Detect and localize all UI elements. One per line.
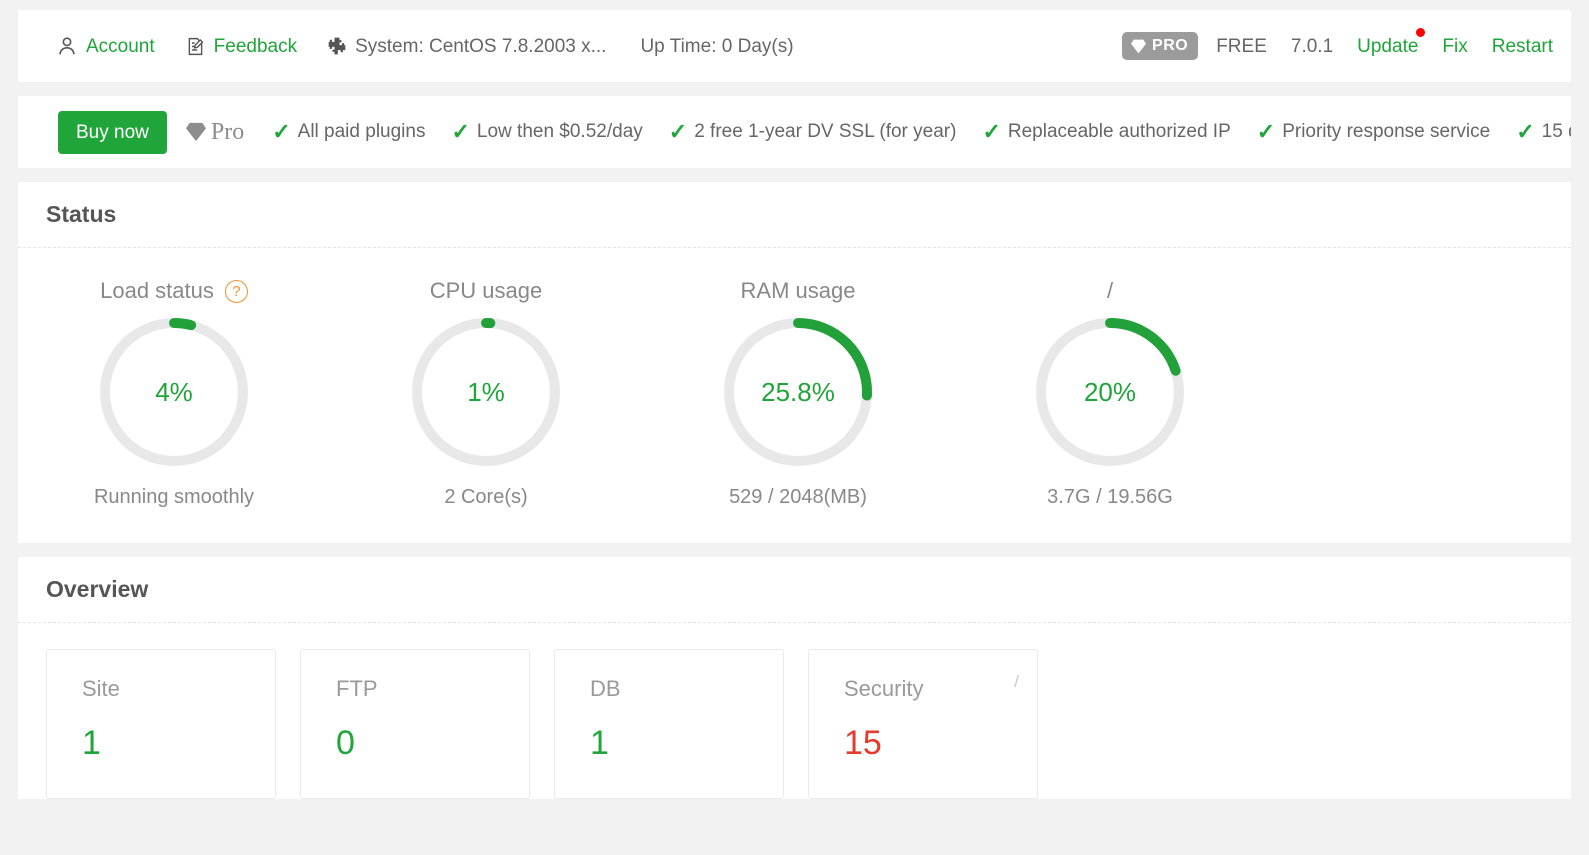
- promo-feature: ✓ All paid plugins: [272, 121, 425, 143]
- promo-feature-label: All paid plugins: [297, 121, 426, 142]
- overview-card-value: 1: [82, 724, 101, 762]
- promo-feature: ✓ 2 free 1-year DV SSL (for year): [669, 121, 957, 143]
- gauge-label-row: Load status ?: [100, 276, 248, 306]
- restart-button[interactable]: Restart: [1492, 37, 1553, 56]
- gauge-ring: 1%: [412, 318, 560, 466]
- overview-card-db[interactable]: DB 1: [554, 649, 784, 799]
- check-icon: ✓: [1516, 119, 1535, 144]
- check-icon: ✓: [982, 119, 1001, 144]
- system-puzzle-icon: [327, 36, 347, 56]
- diamond-outline-icon: [185, 122, 211, 142]
- gauge-load-status: Load status ? 4% Running smoothly: [18, 276, 330, 509]
- overview-section: Overview Site 1 FTP 0 DB 1 Security 15 /: [18, 557, 1571, 799]
- overview-title: Overview: [46, 576, 149, 602]
- promo-feature-label: Low then $0.52/day: [476, 121, 643, 142]
- overview-card-ftp[interactable]: FTP 0: [300, 649, 530, 799]
- gauge-value: 25.8%: [761, 376, 835, 407]
- overview-cards: Site 1 FTP 0 DB 1 Security 15 /: [18, 623, 1571, 799]
- pro-badge[interactable]: PRO: [1122, 32, 1199, 60]
- gauge-value: 20%: [1083, 376, 1137, 407]
- check-icon: ✓: [1256, 119, 1276, 144]
- gauge-subtext: 529 / 2048(MB): [729, 486, 867, 508]
- account-label: Account: [86, 35, 155, 57]
- help-icon[interactable]: /: [1014, 672, 1019, 691]
- promo-feature-label: 2 free 1-year DV SSL (for year): [694, 121, 957, 142]
- gauge-ring: 25.8%: [724, 318, 872, 466]
- status-gauges: Load status ? 4% Running smoothly CPU us…: [18, 248, 1571, 543]
- account-button[interactable]: Account: [56, 35, 155, 57]
- status-section-header: Status: [18, 182, 1571, 248]
- top-bar: Account Feedback Syste: [18, 10, 1571, 82]
- promo-feature: ✓ 15 days n: [1516, 121, 1571, 143]
- user-icon: [56, 35, 78, 57]
- uptime-info: Up Time: 0 Day(s): [640, 37, 793, 56]
- gauge-ram-usage: RAM usage 25.8% 529 / 2048(MB): [642, 276, 954, 509]
- promo-feature-label: Priority response service: [1282, 121, 1491, 142]
- feedback-button[interactable]: Feedback: [185, 36, 297, 57]
- gauge-label: Load status: [100, 278, 214, 303]
- promo-feature: ✓ Low then $0.52/day: [451, 121, 642, 143]
- gauge-label-row: CPU usage: [430, 276, 543, 306]
- top-bar-left-group: Account Feedback Syste: [56, 35, 824, 57]
- feedback-edit-icon: [185, 36, 206, 57]
- check-icon: ✓: [272, 119, 291, 144]
- gauge-disk-root: / 20% 3.7G / 19.56G: [954, 276, 1266, 509]
- promo-feature-label: 15 days n: [1541, 121, 1571, 142]
- restart-label: Restart: [1491, 35, 1553, 57]
- update-notification-dot: [1416, 27, 1426, 37]
- gauge-label: CPU usage: [429, 278, 543, 303]
- gauge-ring: 20%: [1036, 318, 1184, 466]
- promo-feature: ✓ Replaceable authorized IP: [982, 121, 1230, 143]
- gauge-value: 4%: [155, 376, 193, 407]
- overview-card-site[interactable]: Site 1: [46, 649, 276, 799]
- gauge-label: /: [1106, 278, 1114, 303]
- gauge-label-row: RAM usage: [741, 276, 856, 306]
- status-section: Status Load status ? 4% Running smoothly: [18, 182, 1571, 543]
- pro-wordmark-label: Pro: [210, 118, 245, 145]
- check-icon: ✓: [668, 119, 688, 144]
- gauge-label-row: /: [1107, 276, 1113, 306]
- pro-badge-label: PRO: [1152, 37, 1189, 54]
- gauge-subtext: 3.7G / 19.56G: [1047, 486, 1173, 508]
- gauge-label: RAM usage: [740, 278, 856, 303]
- pro-wordmark: Pro: [185, 119, 244, 146]
- update-label: Update: [1357, 35, 1419, 57]
- gauge-cpu-usage: CPU usage 1% 2 Core(s): [330, 276, 642, 509]
- overview-card-label: FTP: [336, 676, 378, 701]
- overview-card-value: 1: [590, 724, 609, 762]
- version-label: 7.0.1: [1290, 35, 1334, 57]
- overview-card-label: Security: [844, 676, 924, 701]
- check-icon: ✓: [451, 119, 470, 144]
- fix-button[interactable]: Fix: [1442, 37, 1467, 56]
- promo-feature: ✓ Priority response service: [1257, 121, 1490, 143]
- plan-label: FREE: [1216, 35, 1267, 57]
- overview-card-value: 0: [336, 724, 355, 762]
- diamond-icon: [1130, 39, 1152, 54]
- gauge-ring: 4%: [100, 318, 248, 466]
- fix-label: Fix: [1442, 35, 1468, 57]
- overview-card-label: Site: [82, 676, 120, 701]
- gauge-subtext: Running smoothly: [93, 486, 255, 508]
- gauge-subtext: 2 Core(s): [444, 486, 528, 508]
- update-button[interactable]: Update: [1357, 27, 1426, 57]
- system-label: System: CentOS 7.8.2003 x...: [355, 35, 607, 57]
- promo-feature-label: Replaceable authorized IP: [1007, 121, 1231, 142]
- buy-now-button[interactable]: Buy now: [58, 110, 167, 154]
- top-bar-right-group: PRO FREE 7.0.1 Update Fix Restart: [1122, 27, 1553, 60]
- overview-card-value: 15: [844, 724, 882, 762]
- overview-section-header: Overview: [18, 557, 1571, 623]
- help-icon[interactable]: ?: [224, 279, 248, 303]
- uptime-label: Up Time: 0 Day(s): [640, 35, 794, 57]
- feedback-label: Feedback: [213, 35, 298, 57]
- gauge-value: 1%: [467, 376, 505, 407]
- overview-card-label: DB: [590, 676, 621, 701]
- status-title: Status: [46, 201, 117, 227]
- system-info: System: CentOS 7.8.2003 x...: [327, 36, 606, 56]
- overview-card-security[interactable]: Security 15 /: [808, 649, 1038, 799]
- promo-banner: Buy now Pro ✓ All paid plugins ✓ Low the…: [18, 96, 1571, 168]
